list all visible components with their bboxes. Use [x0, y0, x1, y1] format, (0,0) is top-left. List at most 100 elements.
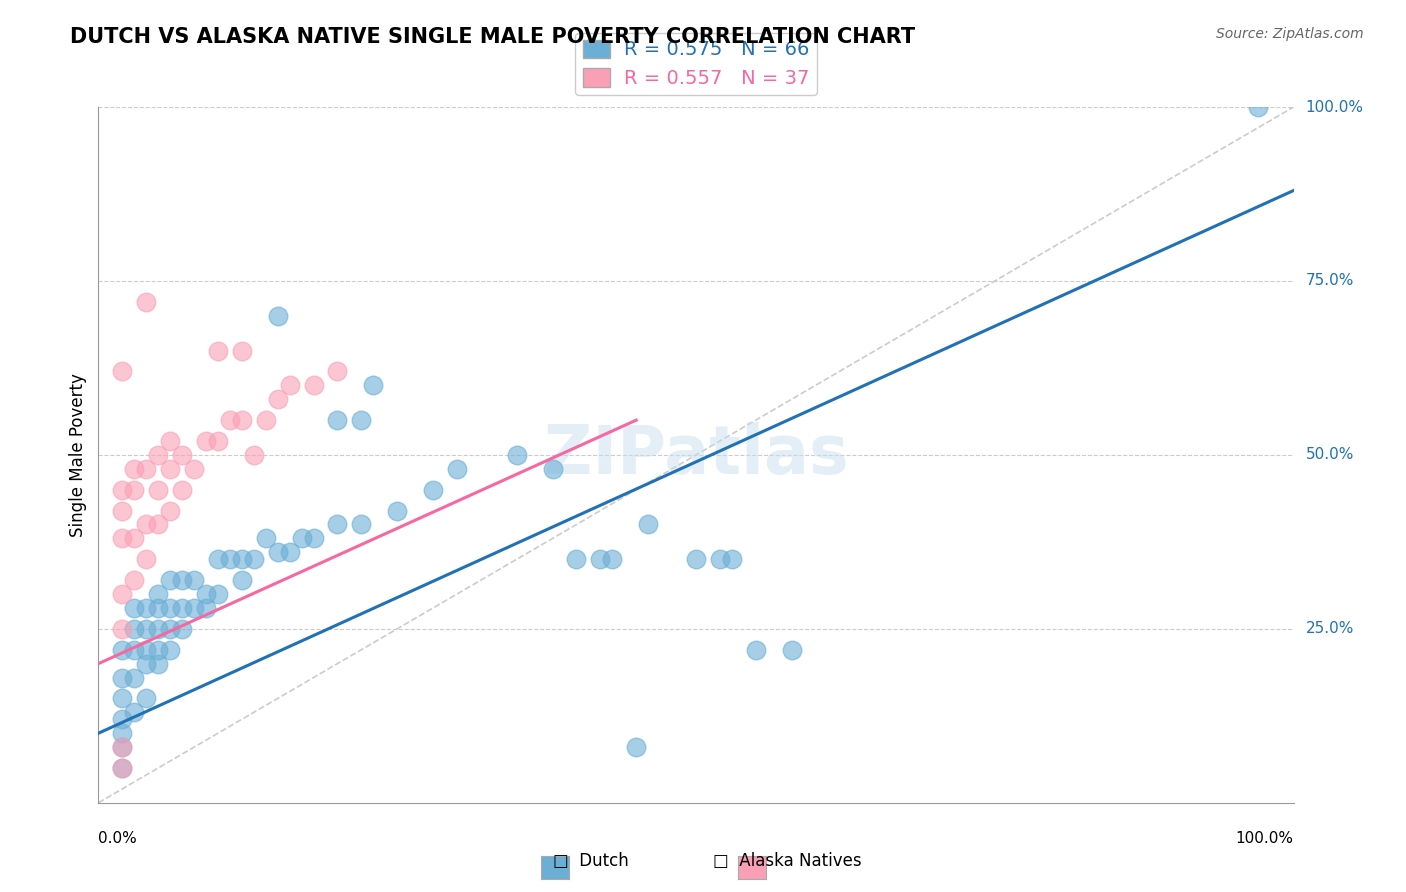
Text: 100.0%: 100.0%	[1305, 100, 1364, 114]
Point	[637, 517, 659, 532]
Point	[135, 294, 157, 309]
Text: □  Dutch: □ Dutch	[553, 852, 628, 870]
Point	[745, 642, 768, 657]
Point	[159, 434, 181, 448]
Point	[278, 545, 301, 559]
Point	[135, 601, 157, 615]
Point	[124, 573, 146, 587]
Point	[267, 309, 290, 323]
Point	[111, 364, 134, 378]
Point	[135, 517, 157, 532]
Point	[135, 552, 157, 566]
Point	[124, 622, 146, 636]
Point	[1246, 100, 1268, 114]
Point	[254, 413, 277, 427]
Point	[135, 657, 157, 671]
Point	[172, 601, 194, 615]
Text: 75.0%: 75.0%	[1305, 274, 1354, 288]
Point	[207, 434, 229, 448]
Point	[326, 517, 349, 532]
Point	[254, 532, 277, 546]
Point	[194, 601, 217, 615]
Point	[350, 517, 373, 532]
Point	[111, 622, 134, 636]
Point	[326, 413, 349, 427]
Point	[159, 642, 181, 657]
Point	[685, 552, 707, 566]
Point	[267, 392, 290, 407]
Point	[111, 503, 134, 517]
Point	[111, 740, 134, 755]
Point	[589, 552, 612, 566]
Point	[111, 761, 134, 775]
Point	[135, 691, 157, 706]
Text: 50.0%: 50.0%	[1305, 448, 1354, 462]
Point	[506, 448, 529, 462]
Text: 25.0%: 25.0%	[1305, 622, 1354, 636]
Point	[194, 434, 217, 448]
Point	[124, 483, 146, 497]
Point	[207, 552, 229, 566]
Point	[148, 483, 170, 497]
Point	[148, 642, 170, 657]
Point	[565, 552, 588, 566]
Point	[363, 378, 385, 392]
Point	[148, 622, 170, 636]
Point	[135, 622, 157, 636]
Text: Source: ZipAtlas.com: Source: ZipAtlas.com	[1216, 27, 1364, 41]
Point	[385, 503, 409, 517]
Point	[267, 545, 290, 559]
Point	[124, 642, 146, 657]
Point	[111, 691, 134, 706]
Point	[159, 462, 181, 476]
Point	[231, 573, 253, 587]
Text: ZIPatlas: ZIPatlas	[544, 422, 848, 488]
Point	[183, 601, 205, 615]
Point	[124, 462, 146, 476]
Point	[159, 573, 181, 587]
Point	[541, 462, 564, 476]
Point	[159, 601, 181, 615]
Point	[780, 642, 803, 657]
Point	[219, 552, 242, 566]
Point	[111, 726, 134, 740]
Point	[194, 587, 217, 601]
Point	[111, 642, 134, 657]
Point	[135, 642, 157, 657]
Point	[302, 378, 325, 392]
Point	[709, 552, 731, 566]
Point	[446, 462, 468, 476]
Point	[172, 448, 194, 462]
Point	[243, 552, 266, 566]
Point	[111, 761, 134, 775]
Text: 0.0%: 0.0%	[98, 830, 138, 846]
Point	[219, 413, 242, 427]
Point	[278, 378, 301, 392]
Point	[111, 671, 134, 685]
Point	[207, 343, 229, 358]
Point	[135, 462, 157, 476]
Point	[159, 503, 181, 517]
Point	[231, 552, 253, 566]
Y-axis label: Single Male Poverty: Single Male Poverty	[69, 373, 87, 537]
Text: 100.0%: 100.0%	[1236, 830, 1294, 846]
Point	[172, 622, 194, 636]
Point	[243, 448, 266, 462]
Point	[183, 573, 205, 587]
Point	[172, 483, 194, 497]
Point	[159, 622, 181, 636]
Point	[721, 552, 744, 566]
Point	[148, 601, 170, 615]
Point	[231, 413, 253, 427]
Point	[124, 706, 146, 720]
Point	[111, 740, 134, 755]
Point	[231, 343, 253, 358]
Point	[302, 532, 325, 546]
Point	[600, 552, 623, 566]
Point	[111, 532, 134, 546]
Point	[111, 712, 134, 726]
Point	[172, 573, 194, 587]
Point	[148, 587, 170, 601]
Point	[183, 462, 205, 476]
Text: □  Alaska Natives: □ Alaska Natives	[713, 852, 862, 870]
